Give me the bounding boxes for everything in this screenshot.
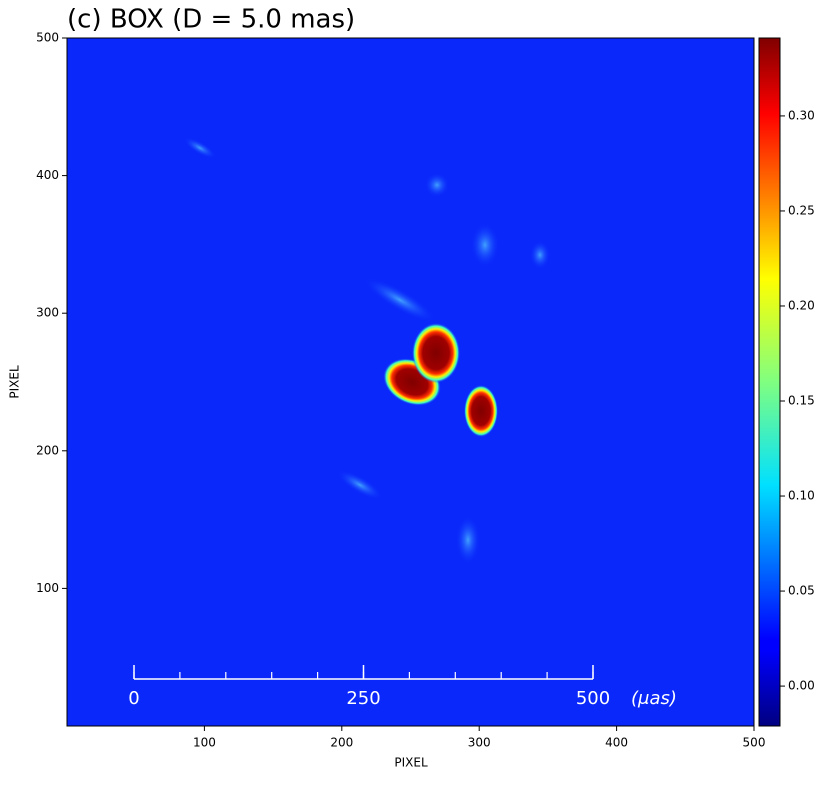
x-tick-label: 200 [330,736,353,750]
colorbar-tick-label: 0.20 [788,298,815,312]
colorbar-tick-label: 0.00 [788,679,815,693]
scale-bar-label: 0 [128,688,139,709]
faint-feature [365,278,435,322]
y-tick-label: 100 [36,581,59,595]
bright-feature [464,385,498,437]
bright-feature [412,323,460,383]
colorbar-tick-label: 0.25 [788,203,815,217]
faint-feature [184,137,216,159]
colorbar-tick-label: 0.30 [788,108,815,122]
colorbar-tick-label: 0.10 [788,489,815,503]
chart-title: (c) BOX (D = 5.0 mas) [67,5,355,35]
colorbar [758,37,781,727]
scale-bar-unit: (μas) [631,688,677,709]
faint-feature [471,223,499,267]
colorbar-tick-label: 0.05 [788,584,815,598]
scale-bar-label: 250 [346,688,380,709]
y-axis-label: PIXEL [8,365,22,399]
colorbar-tick-label: 0.15 [788,394,815,408]
x-tick-label: 500 [743,736,766,750]
y-tick-label: 200 [36,443,59,457]
faint-feature [530,241,550,269]
y-tick-label: 400 [36,168,59,182]
y-tick-label: 500 [36,31,59,45]
faint-feature [425,173,449,197]
scale-bar-label: 500 [576,688,610,709]
x-tick-label: 400 [605,736,628,750]
plot-frame [66,37,755,727]
x-tick-label: 100 [193,736,216,750]
x-tick-label: 300 [468,736,491,750]
x-axis-label: PIXEL [394,756,428,770]
faint-feature [456,516,480,564]
y-tick-label: 300 [36,306,59,320]
image-features [184,137,550,564]
faint-feature [337,470,383,500]
